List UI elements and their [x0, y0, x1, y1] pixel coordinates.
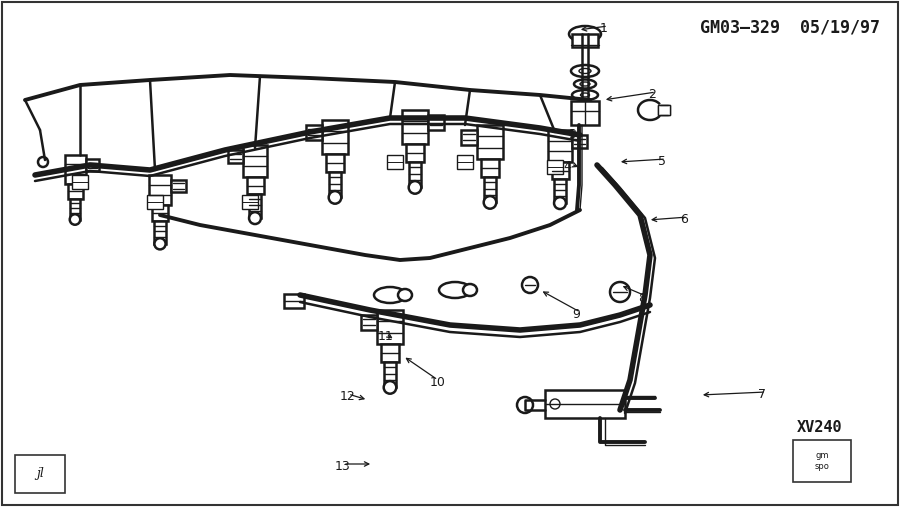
Text: 3: 3: [568, 128, 576, 141]
Bar: [284, 294, 304, 308]
Bar: [658, 105, 670, 115]
Bar: [15, 455, 65, 493]
Text: 12: 12: [340, 390, 356, 403]
Circle shape: [409, 181, 421, 194]
Circle shape: [517, 397, 533, 413]
Ellipse shape: [398, 289, 412, 301]
Circle shape: [522, 277, 538, 293]
Circle shape: [38, 157, 48, 167]
Ellipse shape: [571, 65, 599, 77]
Bar: [306, 125, 322, 139]
Text: 13: 13: [335, 460, 351, 473]
Bar: [793, 440, 851, 482]
Circle shape: [249, 212, 261, 224]
Circle shape: [554, 197, 566, 209]
Bar: [483, 177, 496, 202]
Text: 6: 6: [680, 213, 688, 226]
Bar: [402, 110, 428, 144]
Bar: [428, 115, 444, 129]
Circle shape: [483, 196, 496, 209]
Text: 4: 4: [563, 160, 571, 173]
Bar: [249, 194, 261, 218]
Bar: [571, 101, 599, 125]
Circle shape: [610, 282, 630, 302]
Bar: [328, 172, 341, 197]
Ellipse shape: [580, 93, 590, 97]
Text: 2: 2: [648, 88, 656, 101]
Circle shape: [70, 214, 80, 225]
Text: 7: 7: [758, 388, 766, 401]
Bar: [387, 155, 403, 169]
Bar: [377, 310, 402, 344]
Ellipse shape: [580, 82, 590, 86]
Text: 8: 8: [638, 292, 646, 305]
Bar: [147, 195, 163, 209]
Circle shape: [550, 399, 560, 409]
Circle shape: [155, 238, 166, 249]
Bar: [552, 162, 569, 179]
Ellipse shape: [574, 80, 596, 89]
Bar: [72, 175, 88, 189]
Ellipse shape: [572, 90, 598, 100]
Bar: [68, 184, 83, 199]
Text: 11: 11: [378, 330, 394, 343]
Bar: [381, 344, 399, 362]
Bar: [361, 315, 377, 330]
Ellipse shape: [579, 68, 591, 74]
Bar: [155, 222, 166, 244]
Circle shape: [328, 191, 341, 204]
Ellipse shape: [463, 284, 477, 296]
Ellipse shape: [374, 287, 406, 303]
Text: jl: jl: [36, 467, 44, 481]
Bar: [243, 145, 267, 177]
Bar: [86, 159, 99, 171]
Bar: [322, 120, 347, 154]
Bar: [547, 160, 563, 174]
Bar: [409, 162, 421, 188]
Text: 9: 9: [572, 308, 580, 321]
Bar: [247, 177, 264, 194]
Bar: [548, 130, 572, 162]
Text: GM03–329  05/19/97: GM03–329 05/19/97: [700, 18, 880, 36]
Text: XV240: XV240: [797, 420, 842, 435]
Bar: [152, 205, 168, 222]
Ellipse shape: [569, 26, 601, 42]
Bar: [658, 105, 670, 115]
Bar: [228, 150, 243, 163]
Bar: [65, 155, 86, 184]
Bar: [70, 199, 80, 220]
Bar: [545, 390, 625, 418]
Bar: [572, 34, 598, 47]
Bar: [554, 179, 566, 203]
Text: gm
spo: gm spo: [814, 451, 830, 471]
Bar: [326, 154, 344, 172]
Bar: [148, 175, 171, 205]
Bar: [457, 155, 473, 169]
Text: 1: 1: [600, 22, 608, 35]
Bar: [171, 179, 185, 192]
Ellipse shape: [439, 282, 471, 298]
Bar: [461, 130, 477, 144]
Bar: [481, 159, 499, 177]
Bar: [477, 125, 502, 159]
Text: 5: 5: [658, 155, 666, 168]
Bar: [383, 362, 396, 387]
Circle shape: [383, 381, 396, 394]
Text: 10: 10: [430, 376, 446, 389]
Bar: [572, 135, 587, 149]
Bar: [242, 195, 258, 209]
Bar: [406, 144, 424, 162]
